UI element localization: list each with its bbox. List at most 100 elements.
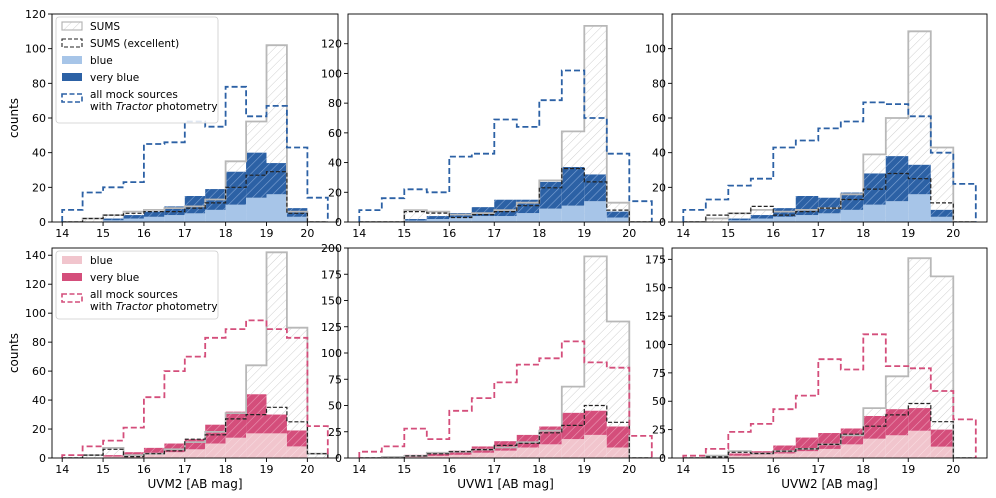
sums-outline: [359, 25, 652, 222]
legend-label: all mock sources: [90, 89, 178, 101]
x-tick-label: 19: [260, 463, 274, 476]
y-tick-label: 175: [645, 253, 666, 266]
plot-area: [358, 255, 653, 458]
y-tick-label: 40: [32, 147, 46, 160]
very-blue-bar: [449, 450, 472, 455]
sums-bar: [606, 321, 630, 458]
very-blue-bar: [773, 445, 796, 454]
mock-sources-outline: [682, 333, 977, 458]
x-tick-label: 20: [622, 463, 636, 476]
y-tick-label: 0: [659, 216, 666, 229]
y-tick-label: 80: [32, 77, 46, 90]
legend-swatch: [62, 256, 82, 264]
x-tick-label: 15: [397, 227, 411, 240]
y-tick-label: 100: [321, 347, 342, 360]
blue-bar: [750, 454, 774, 458]
legend-label: blue: [90, 55, 113, 67]
sums-bar: [930, 276, 954, 458]
blue-bar: [773, 453, 796, 458]
very-blue-bar: [103, 455, 124, 457]
very-blue-bar: [840, 192, 864, 210]
blue-bar: [286, 446, 308, 458]
x-tick-label: 18: [856, 227, 870, 240]
sums-excellent-outline: [62, 406, 329, 458]
y-tick-label: 60: [32, 112, 46, 125]
y-tick-label: 100: [321, 67, 342, 80]
very-blue-bar: [606, 211, 630, 218]
legend-swatch: [62, 73, 82, 81]
blue-bar: [184, 213, 206, 222]
very-blue-bar: [885, 409, 909, 436]
very-blue-bar: [164, 206, 185, 216]
legend-label: very blue: [90, 272, 139, 284]
blue-bar: [184, 449, 206, 458]
blue-bar: [471, 216, 495, 222]
sums-bar: [584, 256, 607, 458]
y-tick-label: 60: [328, 127, 342, 140]
very-blue-bar: [863, 416, 886, 439]
x-tick-label: 16: [137, 227, 151, 240]
y-tick-label: 20: [32, 423, 46, 436]
y-tick-label: 20: [328, 186, 342, 199]
legend-label: SUMS: [90, 21, 120, 33]
very-blue-bar: [266, 414, 287, 434]
legend-entry: blue: [62, 255, 113, 267]
blue-bar: [225, 437, 247, 458]
very-blue-bar: [164, 443, 185, 453]
very-blue-bar: [930, 209, 954, 217]
very-blue-bar: [606, 426, 630, 448]
x-tick-label: 15: [721, 227, 735, 240]
blue-bar: [818, 448, 841, 458]
blue-bar: [225, 204, 247, 222]
very-blue-bar: [143, 447, 165, 454]
y-tick-label: 120: [321, 38, 342, 51]
blue-bar: [494, 450, 517, 458]
x-tick-label: 19: [901, 463, 915, 476]
blue-bar: [930, 216, 954, 222]
very-blue-bar: [426, 216, 450, 220]
sums-bar: [286, 327, 308, 458]
legend-swatch: [61, 93, 83, 103]
legend-entry: blue: [62, 55, 113, 67]
blue-bar: [404, 220, 427, 222]
legend-entry: very blue: [62, 72, 139, 84]
x-tick-label: 16: [442, 227, 456, 240]
plot-area: [61, 44, 329, 222]
blue-bar: [561, 439, 585, 458]
y-tick-label: 150: [321, 295, 342, 308]
x-tick-label: 16: [137, 463, 151, 476]
blue-bar: [908, 194, 931, 222]
x-tick-label: 17: [811, 463, 825, 476]
very-blue-bar: [123, 452, 144, 456]
x-axis-title: UVW2 [AB mag]: [781, 477, 878, 491]
blue-bar: [494, 216, 517, 222]
blue-bar: [539, 208, 562, 222]
blue-bar: [471, 452, 495, 458]
legend-label: blue: [90, 255, 113, 267]
very-blue-bar: [840, 428, 864, 445]
legend-box: [55, 16, 219, 124]
x-tick-label: 15: [96, 463, 110, 476]
sums-bar: [82, 455, 104, 458]
blue-bar: [246, 197, 267, 222]
very-blue-bar: [750, 215, 774, 219]
very-blue-bar: [286, 430, 308, 447]
very-blue-bar: [225, 411, 247, 438]
sums-bar: [584, 25, 607, 222]
blue-bar: [103, 456, 124, 458]
panel-bottom-uvw1: 14 15 16 17 18 19 200255075100125150175200UVW1…: [321, 242, 664, 491]
plot-area: [61, 251, 329, 458]
blue-bar: [840, 444, 864, 458]
y-tick-label: 80: [652, 77, 666, 90]
blue-bar: [143, 216, 165, 222]
blue-bar: [773, 216, 796, 222]
y-tick-label: 40: [32, 394, 46, 407]
y-tick-label: 175: [321, 268, 342, 281]
y-tick-label: 0: [39, 216, 46, 229]
panel-top-uvw1: 14 15 16 17 18 19 20 0 20 40 60 80 100 120: [321, 13, 664, 240]
y-axis-title: counts: [7, 98, 21, 138]
panel-top-uvm2: 14 15 16 17 18 19 20 0 20 40 60 80 100 120 counts: [7, 8, 339, 240]
